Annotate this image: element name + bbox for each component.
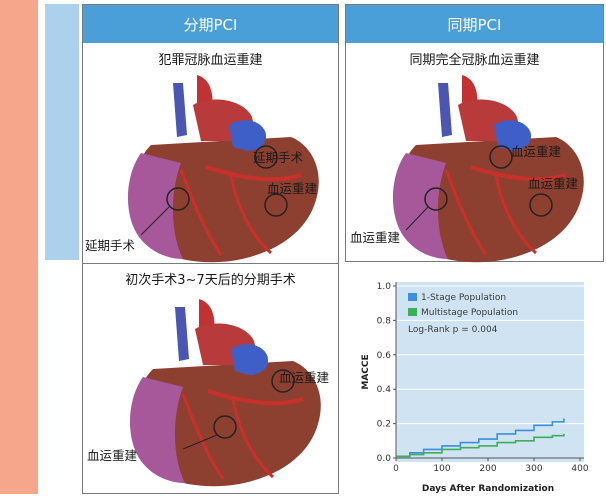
- complete-revasc-caption: 同期完全冠脉血运重建: [409, 53, 540, 68]
- macce-chart: 0.0 0.2 0.4 0.6 0.8 1.0 0 100 200 300 400 Days Afte…: [361, 282, 589, 494]
- left-accent-bar: [0, 0, 38, 494]
- label-revasc-bottom-left: 血运重建: [87, 448, 138, 463]
- staged-pci-panel: 分期PCI 犯罪冠脉血运重建 延期手术 血运重建 延期手术 初次手术3~7天后的…: [82, 4, 339, 494]
- x-axis-title: Days After Randomization: [422, 484, 554, 494]
- simultaneous-pci-header: 同期PCI: [346, 5, 603, 43]
- x-tick-label: 100: [433, 464, 450, 474]
- heart-illustration-bottom: [113, 299, 333, 489]
- label-delayed-left: 延期手术: [85, 238, 136, 253]
- label-revasc-top: 血运重建: [267, 181, 318, 196]
- series-line-2: [396, 433, 565, 458]
- plot-background: [396, 282, 584, 462]
- heart-illustration-top: [111, 75, 331, 265]
- y-tick-label: 1.0: [377, 282, 392, 292]
- x-tick-label: 300: [525, 464, 542, 474]
- y-tick-label: 0.2: [377, 420, 391, 430]
- label-revasc-right-1: 血运重建: [511, 144, 562, 159]
- label-revasc-right-2: 血运重建: [528, 176, 579, 191]
- staged-procedure-caption: 初次手术3~7天后的分期手术: [125, 273, 296, 288]
- blue-accent-bar: [45, 4, 79, 260]
- heart-illustration-right: [376, 75, 596, 265]
- legend-label-2: Multistage Population: [421, 308, 518, 318]
- y-axis-title: MACCE: [361, 354, 371, 389]
- series-line-1: [396, 418, 565, 458]
- label-delayed-top: 延期手术: [253, 150, 304, 165]
- x-tick-label: 0: [393, 464, 399, 474]
- x-tick-label: 200: [479, 464, 496, 474]
- culprit-revasc-caption: 犯罪冠脉血运重建: [158, 53, 263, 68]
- label-revasc-bottom-right: 血运重建: [279, 370, 330, 385]
- log-rank-annotation: Log-Rank p = 0.004: [408, 325, 498, 335]
- y-tick-label: 0.0: [377, 454, 392, 464]
- y-tick-label: 0.6: [377, 351, 392, 361]
- x-tick-label: 400: [571, 464, 588, 474]
- legend-swatch-2: [408, 308, 417, 316]
- legend-swatch-1: [408, 293, 417, 301]
- label-revasc-right-3: 血运重建: [350, 230, 401, 245]
- y-tick-label: 0.4: [377, 385, 392, 395]
- y-tick-label: 0.8: [377, 316, 392, 326]
- legend-label-1: 1-Stage Population: [421, 293, 506, 303]
- simultaneous-pci-panel: 同期PCI 同期完全冠脉血运重建 血运重建 血运重建 血运重建: [345, 4, 604, 262]
- staged-pci-header: 分期PCI: [83, 5, 338, 43]
